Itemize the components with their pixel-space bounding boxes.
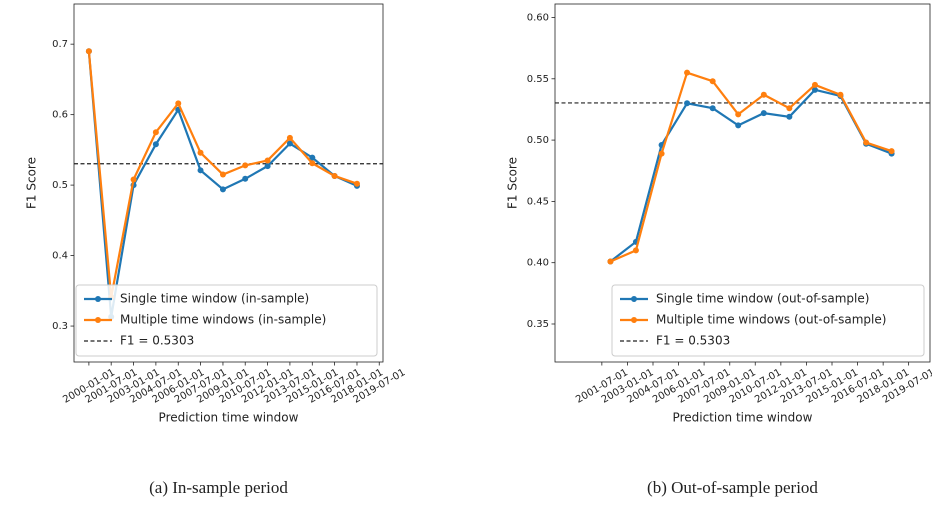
point: [837, 91, 844, 98]
legend-marker: [95, 317, 101, 323]
legend-marker: [631, 296, 637, 302]
point: [888, 148, 895, 155]
caption: (b) Out-of-sample period: [647, 478, 818, 497]
point: [286, 134, 293, 141]
x-axis-label: Prediction time window: [673, 411, 813, 425]
series-line: [610, 71, 892, 263]
point: [863, 139, 870, 146]
point: [197, 167, 204, 174]
legend-marker: [95, 296, 101, 302]
legend-box: [75, 284, 378, 357]
legend-label: Single time window (in-sample): [120, 292, 309, 306]
point: [242, 162, 249, 169]
point: [786, 105, 793, 112]
point: [709, 78, 716, 85]
point: [309, 154, 316, 161]
point: [286, 140, 293, 147]
legend-label: Multiple time windows (in-sample): [120, 313, 326, 327]
point: [242, 175, 249, 182]
point: [219, 171, 226, 178]
y-tick-label: 0.55: [527, 74, 549, 85]
x-axis-label: Prediction time window: [159, 411, 299, 425]
point: [658, 150, 665, 157]
point: [684, 100, 691, 107]
point: [811, 81, 818, 88]
y-tick-label: 0.40: [527, 258, 549, 269]
point: [309, 160, 316, 167]
y-axis-label: F1 Score: [506, 157, 520, 209]
legend-marker: [631, 317, 637, 323]
y-tick-label: 0.5: [52, 180, 68, 191]
y-tick-label: 0.3: [52, 321, 68, 332]
y-tick-label: 0.6: [52, 110, 68, 121]
y-tick-label: 0.50: [527, 135, 549, 146]
point: [219, 186, 226, 193]
y-tick-label: 0.60: [527, 12, 549, 23]
point: [786, 113, 793, 120]
point: [197, 149, 204, 156]
y-tick-label: 0.45: [527, 196, 549, 207]
legend-box: [611, 284, 925, 357]
legend-label: F1 = 0.5303: [656, 334, 730, 348]
point: [760, 110, 767, 117]
point: [175, 100, 182, 107]
y-tick-label: 0.7: [52, 39, 68, 50]
y-axis-label: F1 Score: [25, 157, 39, 209]
caption: (a) In-sample period: [149, 478, 288, 497]
point: [735, 122, 742, 129]
point: [264, 157, 271, 164]
point: [811, 86, 818, 93]
point: [85, 48, 92, 55]
point: [130, 176, 137, 183]
y-tick-label: 0.4: [52, 251, 68, 262]
point: [353, 180, 360, 187]
point: [152, 129, 159, 136]
point: [264, 163, 271, 170]
point: [331, 172, 338, 179]
y-tick-label: 0.35: [527, 319, 549, 330]
point: [709, 105, 716, 112]
point: [760, 91, 767, 98]
point: [735, 111, 742, 118]
point: [152, 141, 159, 148]
legend-label: Multiple time windows (out-of-sample): [656, 313, 886, 327]
point: [684, 69, 691, 76]
point: [607, 258, 614, 265]
point: [632, 247, 639, 254]
legend-label: Single time window (out-of-sample): [656, 292, 869, 306]
legend-label: F1 = 0.5303: [120, 334, 194, 348]
